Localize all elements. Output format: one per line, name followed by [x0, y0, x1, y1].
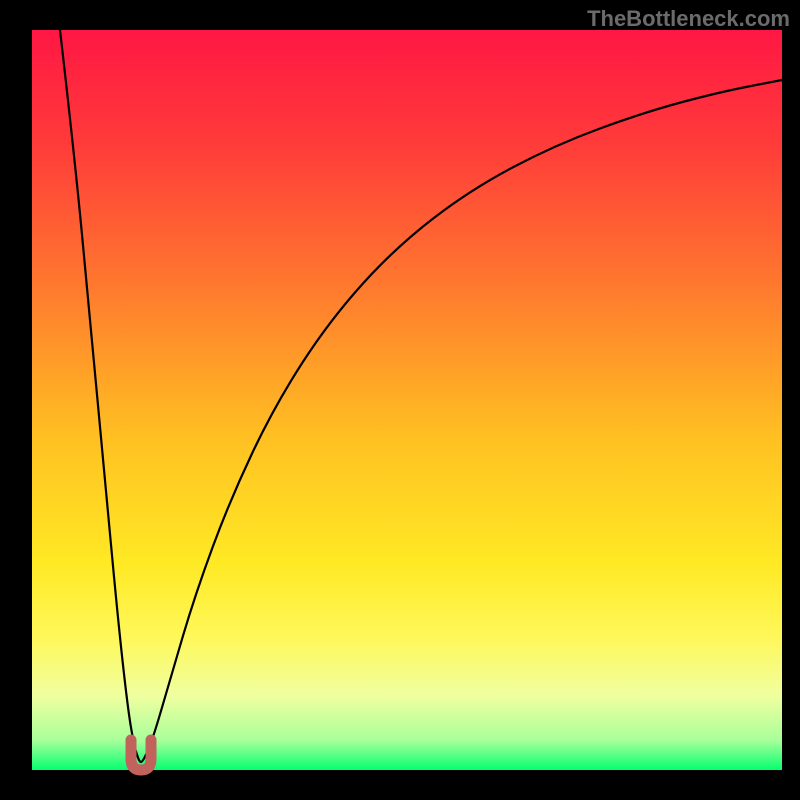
chart-container: TheBottleneck.com — [0, 0, 800, 800]
bottleneck-chart — [0, 0, 800, 800]
plot-background — [32, 30, 782, 770]
